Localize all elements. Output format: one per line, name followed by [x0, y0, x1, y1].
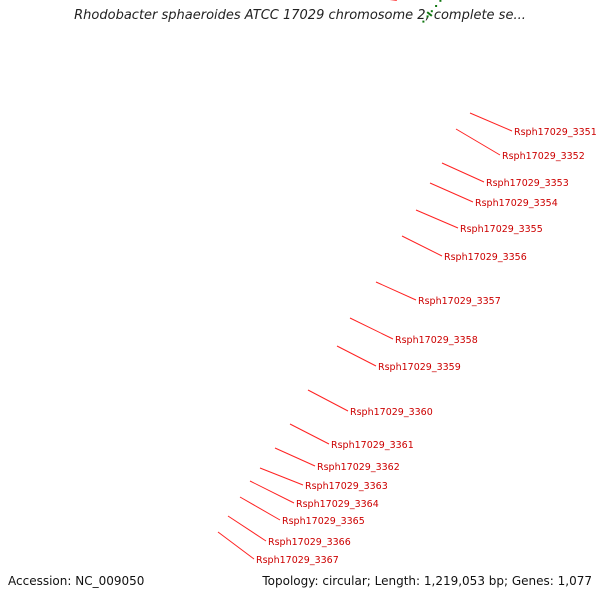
leader-line	[401, 235, 443, 257]
accession-text: Accession: NC_009050	[8, 574, 145, 588]
inner-dot	[422, 20, 425, 23]
leader-line	[375, 281, 417, 301]
leader-line	[429, 182, 474, 203]
gene-label-8: Rsph17029_3358	[395, 335, 478, 346]
gene-label-14: Rsph17029_3364	[296, 499, 379, 510]
gene-label-7: Rsph17029_3357	[418, 296, 501, 307]
leader-line	[349, 317, 394, 340]
inner-dot	[426, 15, 429, 18]
gene-label-9: Rsph17029_3359	[378, 362, 461, 373]
leader-line	[455, 128, 501, 156]
inner-dot	[430, 10, 433, 13]
scale-ticks: 402 kbp404 kbp406 kbp408 kbp410 kbp412 k…	[426, 11, 433, 17]
gene-features	[389, 0, 398, 1]
leader-line	[249, 480, 295, 504]
gene-label-5: Rsph17029_3355	[460, 224, 543, 235]
gene-label-13: Rsph17029_3363	[305, 481, 388, 492]
gene-labels: Rsph17029_3351 Rsph17029_3352 Rsph17029_33…	[217, 112, 597, 566]
leader-line	[217, 531, 255, 560]
inner-tick	[426, 11, 433, 17]
leader-line	[227, 515, 267, 542]
leader-line	[274, 447, 316, 467]
leader-line	[289, 423, 330, 445]
gene-label-4: Rsph17029_3354	[475, 198, 558, 209]
inner-dot	[435, 5, 438, 7]
leader-line	[415, 209, 459, 229]
gene-feature-19	[389, 0, 398, 1]
leader-line	[336, 345, 377, 367]
gene-label-16: Rsph17029_3366	[268, 537, 351, 548]
gc-dots	[422, 0, 442, 23]
gene-label-12: Rsph17029_3362	[317, 462, 400, 473]
gene-label-3: Rsph17029_3353	[486, 178, 569, 189]
leader-line	[307, 389, 349, 412]
leader-line	[441, 162, 485, 183]
gene-label-1: Rsph17029_3351	[514, 127, 597, 138]
map-title: Rhodobacter sphaeroides ATCC 17029 chrom…	[74, 8, 526, 23]
gene-label-17: Rsph17029_3367	[256, 555, 339, 566]
gene-label-10: Rsph17029_3360	[350, 407, 433, 418]
inner-dot	[439, 0, 442, 2]
leader-line	[259, 467, 304, 486]
gene-label-15: Rsph17029_3365	[282, 516, 365, 527]
gene-label-11: Rsph17029_3361	[331, 440, 414, 451]
leader-line	[239, 496, 281, 521]
topology-summary: Topology: circular; Length: 1,219,053 bp…	[262, 574, 592, 588]
gene-label-6: Rsph17029_3356	[444, 252, 527, 263]
gene-label-2: Rsph17029_3352	[502, 151, 585, 162]
leader-line	[469, 112, 513, 132]
